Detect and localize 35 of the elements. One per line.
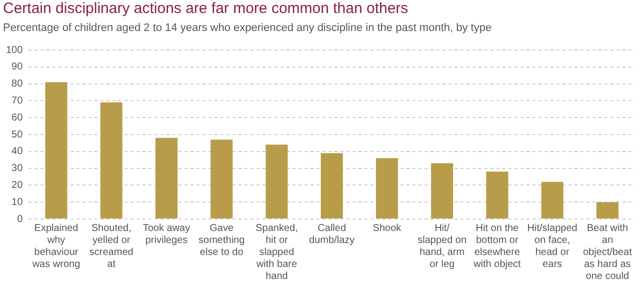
x-tick-label: Shook bbox=[372, 222, 402, 234]
bar bbox=[210, 140, 233, 218]
y-tick-label: 40 bbox=[12, 146, 24, 158]
y-tick-label: 50 bbox=[12, 129, 24, 140]
x-tick-label: Called dumb/lazy bbox=[309, 222, 355, 246]
chart-title: Certain disciplinary actions are far more common than others bbox=[3, 0, 408, 17]
bar bbox=[431, 163, 454, 218]
bar bbox=[486, 172, 508, 218]
x-tick-label: Hit on the bottom or elsewhere with object bbox=[472, 222, 522, 270]
bar bbox=[320, 153, 343, 218]
y-tick-label: 70 bbox=[12, 95, 24, 106]
x-tick-label: Took away privileges bbox=[142, 222, 190, 246]
y-tick-label: 30 bbox=[12, 163, 24, 174]
x-tick-label: Spanked, hit or slapped with bare hand bbox=[255, 222, 298, 282]
y-tick-label: 20 bbox=[12, 180, 24, 191]
bar bbox=[376, 158, 398, 218]
x-tick-label: Shouted, yelled or screamed at bbox=[89, 222, 134, 270]
bar bbox=[100, 102, 122, 218]
bar bbox=[266, 144, 288, 218]
chart-subtitle: Percentage of children aged 2 to 14 years who experienced any discipline in the past month, by type bbox=[3, 22, 492, 34]
y-tick-label: 100 bbox=[6, 44, 24, 56]
bar bbox=[596, 202, 618, 218]
x-tick-label: Hit/slapped on face, head or ears bbox=[527, 222, 578, 270]
bar bbox=[155, 138, 178, 218]
y-tick-label: 80 bbox=[12, 78, 24, 90]
x-tick-label: Gave something else to do bbox=[198, 222, 245, 258]
y-tick-label: 90 bbox=[12, 62, 24, 73]
y-tick-label: 0 bbox=[17, 214, 24, 225]
bar bbox=[541, 182, 564, 218]
y-tick-label: 60 bbox=[12, 112, 24, 124]
y-tick-label: 10 bbox=[12, 196, 24, 208]
x-tick-label: Explained why behaviour was wrong bbox=[31, 222, 80, 270]
bar bbox=[45, 82, 68, 218]
x-tick-label: Hit/ slapped on hand, arm or leg bbox=[418, 222, 467, 270]
x-tick-label: Beat with an object/beat as hard as one could bbox=[582, 222, 632, 282]
